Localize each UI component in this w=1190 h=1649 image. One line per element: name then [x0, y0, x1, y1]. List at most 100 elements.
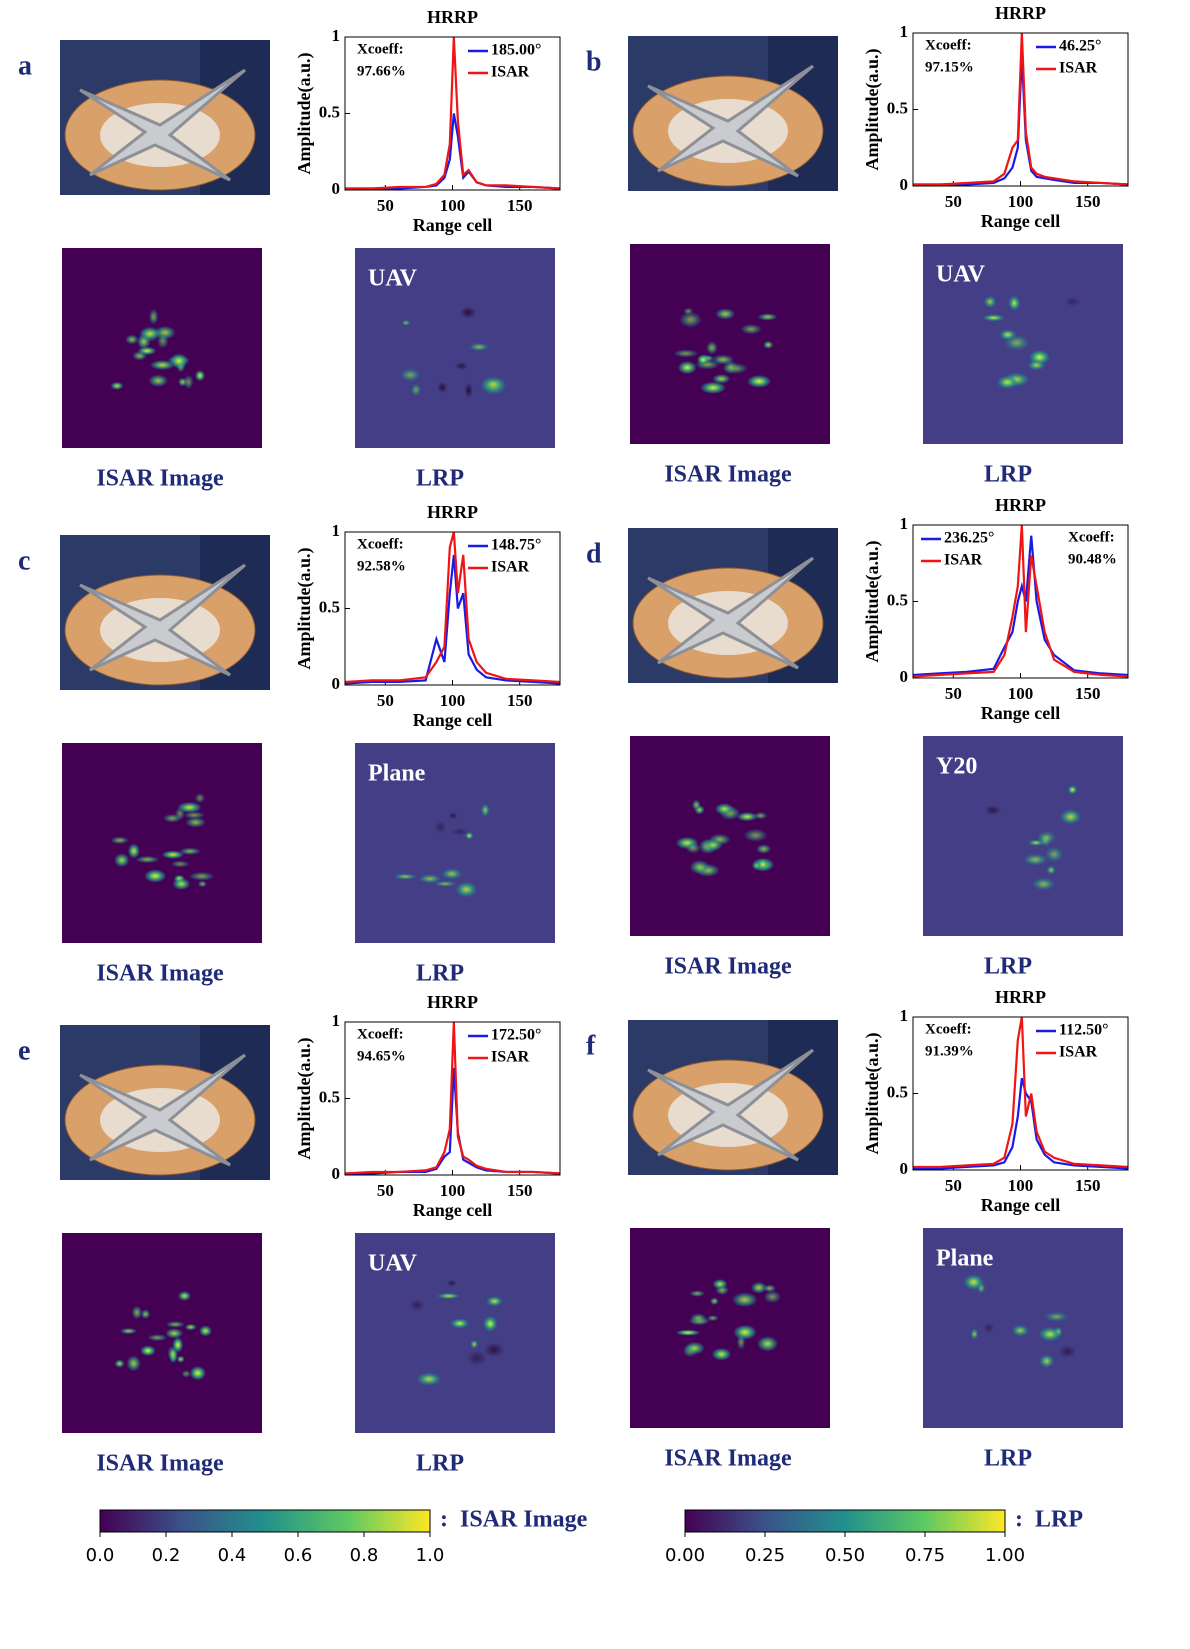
hotspot: [757, 858, 769, 870]
hotspot: [199, 1325, 212, 1336]
x-tick-label: 50: [377, 196, 394, 215]
hotspot: [737, 1334, 746, 1349]
annotation: 92.58%: [357, 558, 406, 574]
y-tick-label: 0.5: [319, 1087, 340, 1106]
y-tick-label: 1: [332, 521, 341, 540]
chart-title: HRRP: [427, 502, 478, 522]
hotspot: [486, 1296, 503, 1306]
legend-label: 172.50°: [491, 1027, 541, 1044]
hotspot: [140, 1345, 156, 1356]
hotspot: [997, 376, 1018, 389]
y-tick-label: 0: [900, 175, 909, 194]
x-tick-label: 100: [1008, 1176, 1034, 1195]
annotation: Xcoeff:: [1068, 529, 1115, 545]
image-caption: ISAR Image: [96, 466, 224, 492]
panel-label: c: [18, 545, 30, 576]
y-tick-label: 0.5: [319, 597, 340, 616]
x-tick-label: 150: [507, 691, 533, 710]
hotspot: [132, 1306, 143, 1320]
plot-frame: [345, 532, 560, 685]
x-axis-label: Range cell: [981, 211, 1060, 231]
y-tick-label: 1: [900, 1006, 909, 1025]
hotspot: [1028, 360, 1046, 370]
image-caption: LRP: [416, 466, 464, 492]
hotspot: [181, 1370, 190, 1378]
hotspot: [393, 873, 417, 879]
hotspot: [692, 800, 701, 811]
y-tick-label: 0: [900, 1159, 909, 1178]
hotspot: [764, 1291, 781, 1303]
isar-image: [630, 244, 830, 444]
hotspot: [700, 382, 726, 394]
colorbar-tick-label: 0.50: [825, 1545, 865, 1566]
class-label: Y20: [936, 754, 977, 780]
hotspot: [419, 874, 442, 883]
hrrp-line: [345, 37, 560, 188]
chart-title: HRRP: [995, 987, 1046, 1007]
hotspot: [983, 314, 1005, 321]
hotspot: [470, 1340, 478, 1349]
chart-title: HRRP: [995, 495, 1046, 515]
image-caption: ISAR Image: [96, 961, 224, 987]
hotspot: [712, 1279, 727, 1289]
legend-label: 46.25°: [1059, 38, 1101, 55]
colorbar-tick-label: 0.8: [350, 1545, 379, 1566]
x-tick-label: 150: [507, 196, 533, 215]
annotation: Xcoeff:: [357, 1026, 404, 1042]
hotspot: [983, 1322, 994, 1333]
hotspot: [715, 308, 735, 319]
hotspot: [984, 296, 997, 308]
x-tick-label: 150: [1075, 1176, 1101, 1195]
x-tick-label: 100: [1008, 684, 1034, 703]
hrrp-line: [345, 114, 560, 189]
hotspot: [161, 850, 184, 858]
y-tick-label: 0.5: [887, 1082, 908, 1101]
colorbar-tick-label: 0.4: [218, 1545, 247, 1566]
x-tick-label: 50: [377, 1181, 394, 1200]
hotspot: [733, 1325, 756, 1340]
panel-label: a: [18, 50, 32, 81]
y-tick-label: 1: [900, 22, 909, 41]
hotspot: [410, 1299, 425, 1312]
y-tick-label: 0: [332, 179, 341, 198]
y-tick-label: 0: [900, 667, 909, 686]
hotspot: [450, 1318, 469, 1328]
colorbar-tick-label: 1.00: [985, 1545, 1025, 1566]
image-caption: LRP: [984, 462, 1032, 488]
x-tick-label: 150: [507, 1181, 533, 1200]
y-tick-label: 1: [332, 1011, 341, 1030]
hotspot: [1008, 296, 1020, 311]
hotspot: [484, 1343, 504, 1357]
hotspot: [690, 1290, 705, 1296]
image-caption: LRP: [416, 961, 464, 987]
panel-label: b: [586, 46, 602, 77]
annotation: 91.39%: [925, 1043, 974, 1059]
colorbar-tick-label: 0.25: [745, 1545, 785, 1566]
hotspot: [437, 1293, 460, 1299]
hotspot: [706, 341, 718, 354]
hotspot: [184, 375, 194, 389]
hotspot: [111, 837, 129, 844]
y-axis-label: Amplitude(a.u.): [862, 540, 883, 662]
hotspot: [115, 1359, 125, 1367]
hotspot: [704, 839, 722, 851]
hotspot: [1039, 1354, 1054, 1368]
legend-label: 112.50°: [1059, 1022, 1109, 1039]
x-axis-label: Range cell: [981, 1195, 1060, 1215]
x-axis-label: Range cell: [981, 703, 1060, 723]
hotspot: [697, 354, 709, 365]
hotspot: [756, 844, 771, 853]
x-tick-label: 100: [440, 196, 466, 215]
x-tick-label: 150: [1075, 684, 1101, 703]
hotspot: [184, 811, 205, 819]
legend-label: ISAR: [1059, 60, 1098, 77]
annotation: 94.65%: [357, 1048, 406, 1064]
hotspot: [741, 324, 762, 334]
hotspot: [136, 856, 160, 863]
x-tick-label: 100: [1008, 192, 1034, 211]
colorbar-tick-label: 0.00: [665, 1545, 705, 1566]
x-axis-label: Range cell: [413, 215, 492, 235]
hotspot: [715, 803, 734, 815]
colorbar-tick-label: 1.0: [416, 1545, 445, 1566]
hotspot: [114, 853, 129, 867]
